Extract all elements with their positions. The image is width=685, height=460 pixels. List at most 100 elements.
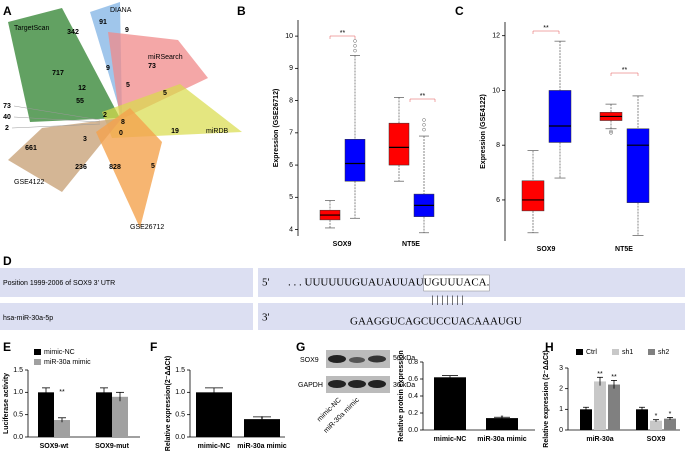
venn-count: 661 — [25, 145, 37, 152]
venn-count: 3 — [83, 136, 87, 143]
legend-label: Ctrl — [586, 349, 597, 356]
venn-count: 9 — [106, 65, 110, 72]
y-tick-label: 0.5 — [175, 412, 185, 419]
y-tick-label: 6 — [496, 197, 500, 204]
panel-label: B — [237, 4, 246, 18]
outlier — [609, 129, 613, 134]
cell — [0, 268, 253, 297]
outlier — [609, 131, 613, 135]
x-tick-label: SOX9 — [537, 246, 556, 253]
venn-count: 12 — [78, 85, 86, 92]
bar — [650, 420, 662, 430]
y-axis-label: Relative protein expression — [398, 350, 405, 441]
y-tick-label: 8 — [496, 142, 500, 149]
end-label: 3' — [262, 312, 270, 324]
x-tick-label: NT5E — [402, 241, 420, 248]
sig-label: * — [669, 411, 672, 418]
blot — [326, 350, 390, 393]
y-axis-label: Relative expression (2⁻ΔΔCt) — [543, 350, 550, 447]
set-label: miRSearch — [148, 54, 183, 61]
panel-label: G — [296, 340, 305, 354]
venn-count: 5 — [126, 82, 130, 89]
venn-count: 2 — [103, 112, 107, 119]
utr-label: Position 1999-2006 of SOX9 3' UTR — [3, 280, 115, 287]
size-label: 56 kDa — [393, 355, 415, 362]
x-tick-label: mimic-NC — [434, 436, 467, 443]
bar — [112, 396, 128, 437]
y-tick-label: 1.0 — [175, 389, 185, 396]
legend-swatch — [34, 359, 41, 365]
bar — [434, 377, 466, 430]
y-tick-label: 3 — [559, 365, 563, 372]
box — [521, 180, 545, 212]
outlier — [353, 39, 357, 43]
sig-label: ** — [543, 25, 549, 32]
y-tick-label: 12 — [492, 33, 500, 40]
venn-count: 5 — [151, 163, 155, 170]
panel-label: E — [3, 340, 11, 354]
sig-label: ** — [59, 389, 65, 396]
venn-count: 73 — [3, 103, 11, 110]
x-tick-label: SOX9-wt — [40, 443, 69, 450]
sig-bracket — [409, 98, 436, 102]
panel-label: D — [3, 254, 12, 268]
cell — [0, 303, 253, 330]
venn-count: 828 — [109, 164, 121, 171]
y-tick-label: 0.4 — [408, 393, 418, 400]
x-tick-label: SOX9 — [333, 241, 352, 248]
mirna-seq: GAAGGUCAGCUCCUACAAAUGU — [350, 316, 522, 328]
box — [548, 90, 572, 143]
legend-swatch — [648, 349, 655, 355]
utr-seq: . . . UUUUUUGUAUAUUAU — [288, 277, 424, 289]
y-tick-label: 0.8 — [408, 359, 418, 366]
venn-count: 0 — [119, 130, 123, 137]
venn-count: 55 — [76, 98, 84, 105]
panel-label: F — [150, 340, 157, 354]
bar — [196, 392, 232, 437]
y-tick-label: 0.0 — [175, 434, 185, 441]
venn-count: 717 — [52, 70, 64, 77]
sig-label: * — [261, 416, 264, 423]
x-tick-label: SOX9-mut — [95, 443, 130, 450]
y-tick-label: 10 — [492, 87, 500, 94]
set-label: GSE26712 — [130, 224, 164, 231]
bar — [580, 409, 592, 430]
sig-label: ** — [597, 371, 603, 378]
y-tick-label: 0.5 — [13, 412, 23, 419]
y-tick-label: 6 — [289, 162, 293, 169]
sig-label: * — [501, 415, 504, 422]
venn-count: 19 — [171, 128, 179, 135]
venn-count: 9 — [125, 27, 129, 34]
band-label: SOX9 — [300, 357, 319, 364]
size-label: 36 kDa — [393, 382, 415, 389]
legend-label: sh2 — [658, 349, 669, 356]
sig-label: * — [655, 413, 658, 420]
venn-count: 91 — [99, 19, 107, 26]
bar — [486, 418, 518, 430]
outlier — [422, 123, 426, 127]
bar — [96, 392, 112, 437]
bar — [244, 419, 280, 437]
venn-count: 73 — [148, 63, 156, 70]
legend-label: sh1 — [622, 349, 633, 356]
y-tick-label: 1.0 — [13, 389, 23, 396]
venn-count: 342 — [67, 29, 79, 36]
pairing: | | | | | | | — [432, 294, 464, 306]
set-label: GSE4122 — [14, 179, 44, 186]
sig-label: ** — [340, 30, 346, 37]
outlier — [422, 118, 426, 122]
y-axis-label: Expression (GSE4122) — [480, 94, 487, 169]
y-tick-label: 1.5 — [175, 367, 185, 374]
panel-label: A — [3, 4, 12, 18]
box — [388, 122, 410, 166]
set-label: TargetScan — [14, 25, 50, 32]
utr-site: UGUUUACA. — [424, 277, 490, 289]
bar — [54, 420, 70, 437]
venn-shapes — [8, 2, 242, 228]
y-axis-label: Luciferase activity — [3, 373, 10, 434]
sig-label: ** — [611, 374, 617, 381]
y-tick-label: 0.0 — [408, 427, 418, 434]
y-tick-label: 0.2 — [408, 410, 418, 417]
x-tick-label: mimic-NC — [198, 443, 231, 450]
